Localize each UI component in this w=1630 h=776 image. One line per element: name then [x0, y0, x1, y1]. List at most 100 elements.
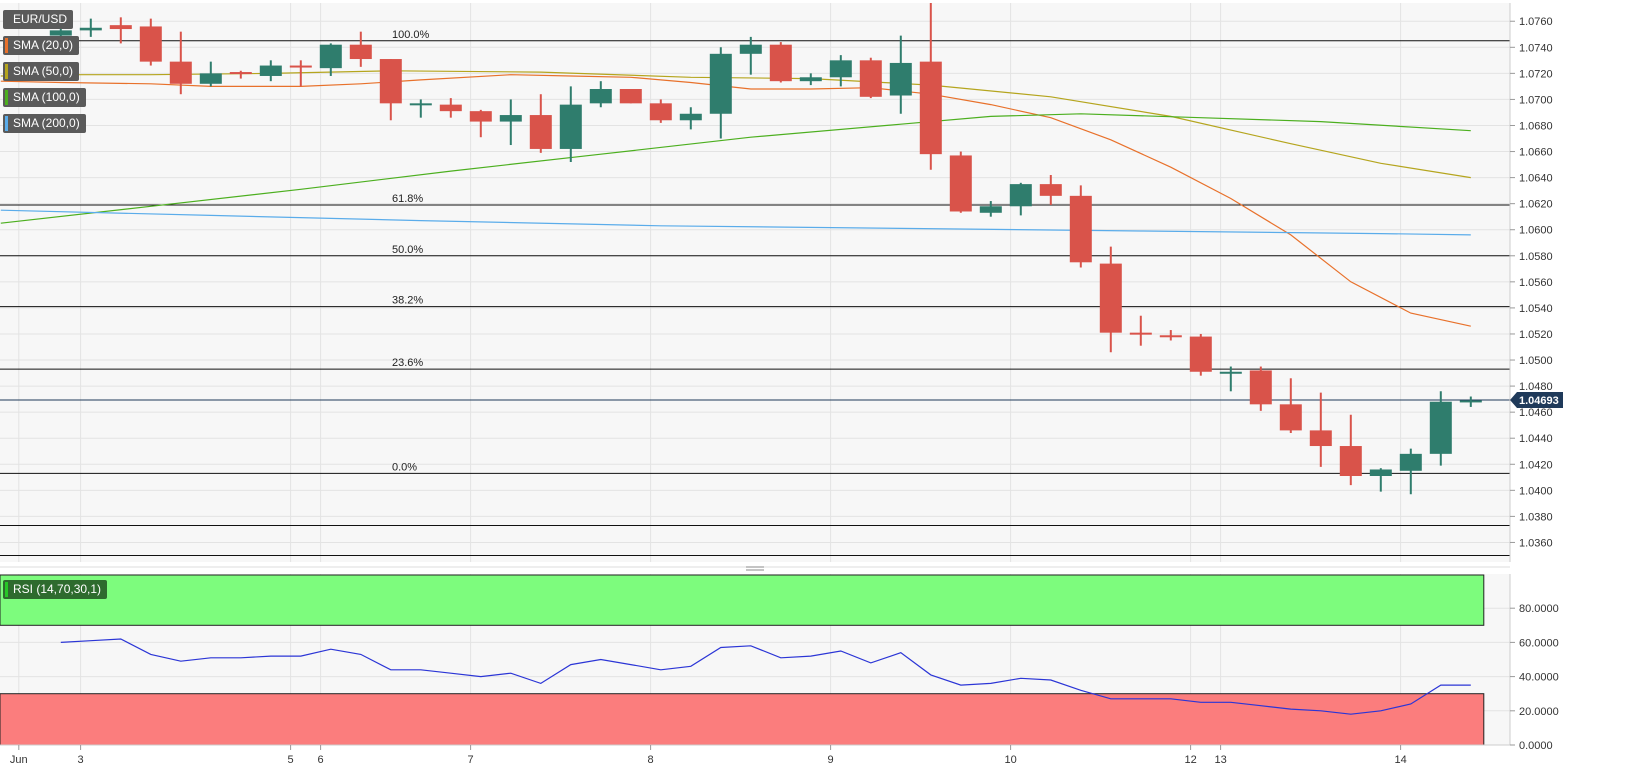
candle — [589, 81, 612, 108]
time-tick-label: 13 — [1214, 754, 1226, 766]
candle-body — [739, 44, 762, 54]
candle — [139, 18, 162, 66]
fibonacci-level-label: 100.0% — [392, 29, 430, 41]
candle-body — [679, 113, 702, 121]
price-tick-label: 1.0720 — [1519, 68, 1553, 80]
candle-body — [649, 103, 672, 121]
candle-body — [409, 103, 432, 106]
candle-body — [1399, 453, 1422, 471]
rsi-tick-label: 60.0000 — [1519, 637, 1559, 649]
candle-body — [1129, 332, 1152, 335]
sma-series-line — [0, 113, 1471, 224]
candle-body — [979, 206, 1002, 213]
candle — [1249, 366, 1272, 411]
candle — [229, 70, 252, 79]
price-tick-label: 1.0560 — [1519, 277, 1553, 289]
candle-body — [1219, 371, 1242, 374]
candle — [1099, 246, 1122, 353]
time-tick-label: 14 — [1394, 754, 1406, 766]
candle-body — [49, 30, 72, 36]
candle-body — [79, 27, 102, 31]
candle-body — [169, 61, 192, 84]
candle — [1129, 315, 1152, 346]
price-tick-label: 1.0400 — [1519, 485, 1553, 497]
candle — [1279, 378, 1302, 433]
rsi-tick-label: 80.0000 — [1519, 603, 1559, 615]
candle — [199, 61, 222, 87]
rsi-line — [60, 638, 1471, 715]
candle — [79, 18, 102, 37]
price-tick-label: 1.0580 — [1519, 251, 1553, 263]
pane-resize-handle[interactable] — [746, 566, 764, 571]
candle-body — [1069, 195, 1092, 263]
candle-body — [919, 61, 942, 155]
price-tick-label: 1.0520 — [1519, 329, 1553, 341]
price-tick-label: 1.0740 — [1519, 42, 1553, 54]
time-tick-label: Jun — [10, 754, 28, 766]
sma-series-line — [0, 74, 1471, 327]
candle-body — [349, 44, 372, 60]
legend-sma-100[interactable]: SMA (100,0) — [3, 88, 86, 107]
price-tick-label: 1.0540 — [1519, 303, 1553, 315]
candle-body — [1369, 469, 1392, 476]
candle — [499, 99, 522, 146]
candle-body — [439, 104, 462, 112]
candle — [1219, 366, 1242, 392]
candle — [529, 94, 552, 153]
price-tick-label: 1.0360 — [1519, 537, 1553, 549]
candle — [379, 59, 402, 121]
candle — [1399, 448, 1422, 495]
candle-body — [1429, 401, 1452, 454]
current-price-tag-bg — [1510, 392, 1563, 409]
candle-body — [1459, 400, 1482, 403]
time-tick-label: 6 — [318, 754, 324, 766]
candle — [829, 55, 852, 87]
candle-body — [1339, 446, 1362, 476]
candle-body — [139, 26, 162, 62]
rsi-zones — [0, 574, 1485, 746]
candle — [319, 43, 342, 76]
legend-sma-200[interactable]: SMA (200,0) — [3, 114, 86, 133]
candle-body — [199, 73, 222, 84]
candle — [979, 201, 1002, 217]
legend-sma-50[interactable]: SMA (50,0) — [3, 62, 80, 81]
sma-50-swatch — [5, 64, 8, 79]
price-tick-label: 1.0640 — [1519, 173, 1553, 185]
legend-rsi[interactable]: RSI (14,70,30,1) — [3, 580, 108, 599]
sma-200-label: SMA (200,0) — [13, 116, 80, 130]
candle — [1339, 414, 1362, 486]
candle-body — [1189, 336, 1212, 372]
candle — [799, 73, 822, 86]
candle — [109, 17, 132, 44]
candle — [619, 89, 642, 104]
price-tick-label: 1.0480 — [1519, 381, 1553, 393]
price-tick-label: 1.0460 — [1519, 407, 1553, 419]
candle — [1309, 392, 1332, 467]
candle-body — [829, 60, 852, 78]
rsi-tick-label: 40.0000 — [1519, 672, 1559, 684]
candle — [259, 60, 282, 82]
candle-body — [589, 89, 612, 104]
candle-body — [1009, 184, 1032, 207]
rsi-tick-label: 20.0000 — [1519, 706, 1559, 718]
candle — [949, 151, 972, 213]
rsi-tick-label: 0.0000 — [1519, 740, 1553, 752]
candle-body — [949, 155, 972, 212]
sma-100-swatch — [5, 90, 8, 105]
candle — [409, 99, 432, 118]
candle — [559, 86, 582, 162]
fibonacci-level-label: 23.6% — [392, 357, 423, 369]
candle-body — [379, 59, 402, 104]
candlesticks — [49, 3, 1482, 495]
current-price-label: 1.04693 — [1519, 395, 1559, 407]
legend-sma-20[interactable]: SMA (20,0) — [3, 36, 80, 55]
price-tick-label: 1.0620 — [1519, 199, 1553, 211]
candle — [169, 31, 192, 95]
candle-body — [499, 115, 522, 122]
symbol-badge[interactable]: EUR/USD — [3, 10, 74, 29]
candle — [1189, 333, 1212, 376]
candle — [1429, 391, 1452, 466]
candle-body — [619, 89, 642, 104]
candle — [1039, 175, 1062, 205]
price-tick-label: 1.0440 — [1519, 433, 1553, 445]
